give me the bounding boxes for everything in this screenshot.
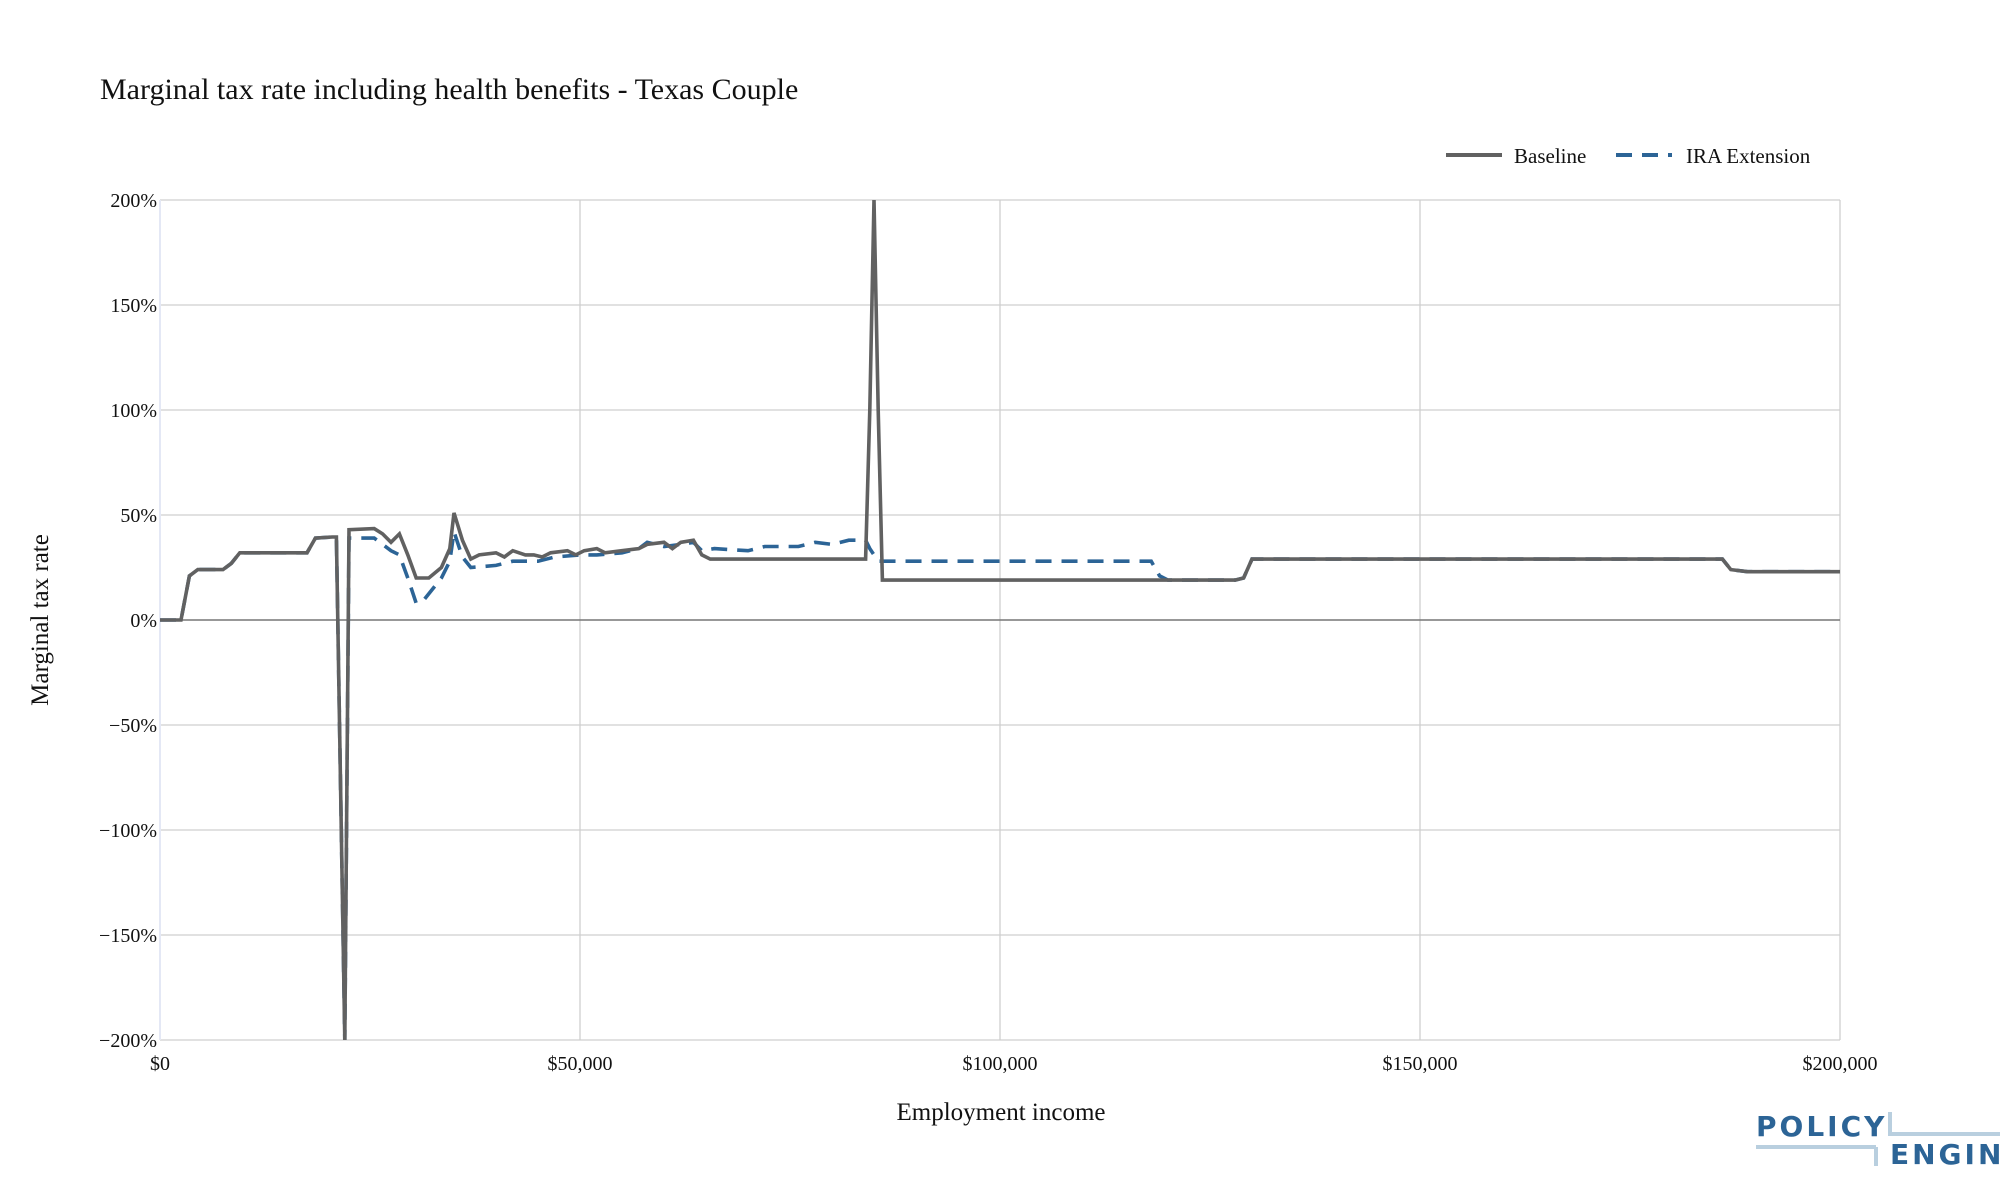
x-tick-label-0: $0 [150, 1053, 170, 1075]
chart-title: Marginal tax rate including health benef… [100, 73, 798, 106]
series-line-baseline [160, 199, 1840, 1041]
y-tick-label-1: 150% [110, 295, 157, 317]
y-tick-label-4: 0% [130, 610, 157, 632]
x-tick-label-2: $100,000 [963, 1053, 1038, 1075]
y-tick-label-3: 50% [120, 505, 157, 527]
logo-accent [1888, 1112, 2000, 1136]
x-tick-label-3: $150,000 [1383, 1053, 1458, 1075]
y-tick-label-8: −200% [99, 1030, 157, 1052]
y-axis-title: Marginal tax rate [27, 534, 54, 706]
legend-label-ira-extension: IRA Extension [1686, 144, 1811, 168]
legend: Baseline IRA Extension [1446, 144, 1811, 168]
x-tick-label-1: $50,000 [548, 1053, 613, 1075]
y-tick-label-6: −100% [99, 820, 157, 842]
series-layer [160, 199, 1840, 1041]
logo-line-1: POLICY [1756, 1110, 1887, 1143]
y-tick-label-7: −150% [99, 925, 157, 947]
gridlines [159, 199, 1841, 1041]
y-tick-label-5: −50% [109, 715, 157, 737]
x-tick-label-4: $200,000 [1803, 1053, 1878, 1075]
logo-line-2: ENGINE [1890, 1138, 2000, 1171]
y-tick-label-2: 100% [110, 400, 157, 422]
x-axis-title: Employment income [897, 1099, 1106, 1126]
y-tick-label-0: 200% [110, 190, 157, 212]
legend-label-baseline: Baseline [1514, 144, 1586, 168]
policyengine-logo: POLICY ENGINE [1756, 1110, 2000, 1171]
tick-labels: 200% 150% 100% 50% 0% −50% −100% −150% −200%$0 $5… [99, 190, 1877, 1075]
